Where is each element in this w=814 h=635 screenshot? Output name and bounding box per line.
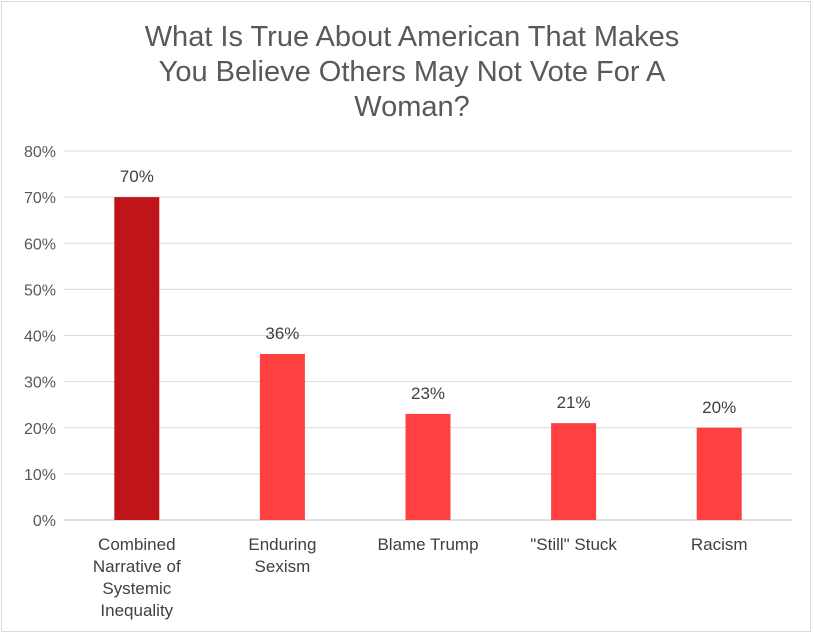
chart-title-line: What Is True About American That Makes: [145, 21, 680, 53]
bars: [114, 197, 742, 520]
x-tick-label: Enduring Sexism: [248, 535, 316, 576]
data-label: 36%: [265, 324, 299, 343]
bar: [405, 413, 451, 520]
y-tick-label: 10%: [24, 467, 56, 484]
x-tick-label: Combined Narrative of Systemic Inequality: [93, 535, 181, 620]
y-tick-label: 80%: [24, 144, 56, 161]
x-tick-label-line: Narrative of: [93, 557, 181, 576]
gridlines: [64, 150, 792, 521]
x-tick-label-line: Combined: [98, 535, 176, 554]
y-tick-label: 70%: [24, 190, 56, 207]
x-tick-label-line: Racism: [691, 535, 748, 554]
bar: [696, 427, 742, 520]
x-tick-label-line: "Still" Stuck: [530, 535, 617, 554]
x-tick-label-line: Systemic: [102, 579, 171, 598]
y-tick-label: 40%: [24, 329, 56, 346]
x-tick-label-line: Blame Trump: [377, 535, 478, 554]
chart-title: What Is True About American That MakesYo…: [145, 21, 680, 123]
x-tick-label-line: Inequality: [100, 601, 173, 620]
x-axis-tick-labels: Combined Narrative of Systemic Inequality En…: [93, 535, 748, 620]
x-tick-label-line: Enduring: [248, 535, 316, 554]
y-tick-label: 30%: [24, 375, 56, 392]
bar: [551, 423, 597, 520]
x-tick-label: Racism: [691, 535, 748, 554]
data-label: 23%: [411, 384, 445, 403]
chart-title-line: You Believe Others May Not Vote For A: [159, 56, 666, 88]
data-label: 20%: [702, 398, 736, 417]
data-label: 70%: [120, 167, 154, 186]
bar: [259, 353, 305, 520]
data-labels: 70% 36% 23% 21% 20%: [120, 167, 736, 417]
x-tick-label-line: Sexism: [255, 557, 311, 576]
chart-title-line: Woman?: [354, 91, 470, 123]
y-tick-label: 20%: [24, 421, 56, 438]
x-tick-label: "Still" Stuck: [530, 535, 617, 554]
y-tick-label: 0%: [33, 513, 56, 530]
y-tick-label: 50%: [24, 282, 56, 299]
x-tick-label: Blame Trump: [377, 535, 478, 554]
data-label: 21%: [557, 393, 591, 412]
bar: [114, 197, 160, 520]
y-axis-tick-labels: 0% 10% 20% 30% 40% 50% 60% 70% 80%: [24, 144, 56, 530]
y-tick-label: 60%: [24, 236, 56, 253]
